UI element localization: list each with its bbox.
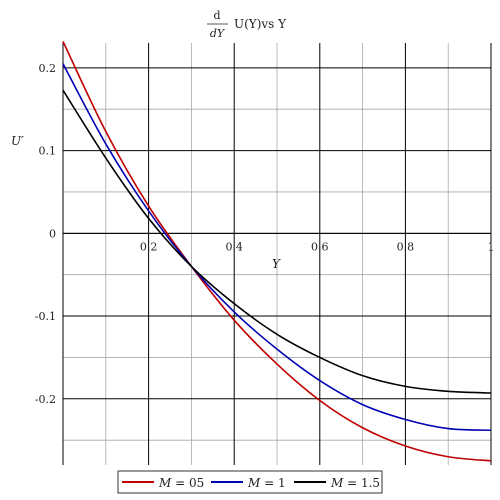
title-numerator: d (213, 9, 220, 22)
x-tick-label: 0.6 (311, 240, 329, 253)
chart-title: d dY U(Y)vs Y (207, 9, 287, 40)
x-tick-label: 1 (488, 240, 495, 253)
title-main: U(Y)vs Y (234, 17, 287, 31)
y-tick-label: -0.2 (35, 393, 56, 406)
axes (62, 43, 491, 465)
x-tick-label: 0.2 (140, 240, 158, 253)
y-tick-label: 0 (49, 227, 56, 240)
series-line-2 (62, 63, 492, 432)
series-layer (62, 41, 492, 462)
y-tick-label: 0.2 (39, 62, 57, 75)
grid (63, 43, 492, 465)
series-line-3 (62, 89, 492, 394)
legend: M = 05 M = 1 M = 1.5 (117, 470, 383, 494)
series-line-1 (62, 41, 492, 462)
legend-label-1: M = 05 (158, 476, 204, 490)
y-tick-label: -0.1 (35, 310, 56, 323)
title-denominator: dY (210, 27, 226, 40)
x-tick-label: 0.8 (397, 240, 415, 253)
legend-label-2: M = 1 (247, 476, 286, 490)
legend-box (117, 470, 383, 494)
x-tick-label: 0.4 (225, 240, 243, 253)
tick-labels: 0.2 0.4 0.6 0.8 1 0.2 0.1 0 -0.1 -0.2 (35, 62, 495, 406)
y-tick-label: 0.1 (39, 145, 57, 158)
legend-label-3: M = 1.5 (330, 476, 380, 490)
x-axis-label: Y (272, 257, 281, 271)
y-axis-label: U′ (11, 134, 24, 148)
